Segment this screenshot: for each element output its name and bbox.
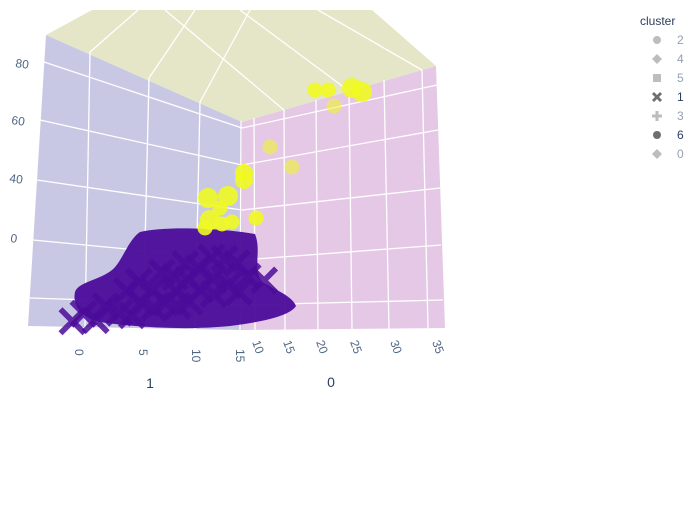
y-tick-label: 15 xyxy=(280,338,298,356)
point-cluster-1[interactable] xyxy=(250,266,279,295)
y-tick-label: 10 xyxy=(249,338,267,356)
point-cluster-1[interactable] xyxy=(163,291,192,320)
point-cluster-1[interactable] xyxy=(58,307,87,336)
point-cluster-1[interactable] xyxy=(147,258,176,287)
point-cluster-1[interactable] xyxy=(199,280,228,309)
x-tick-label: 15 xyxy=(233,349,247,363)
legend-label: 3 xyxy=(677,109,684,123)
grid-ceiling-4 xyxy=(164,9,285,111)
z-tick-label: 60 xyxy=(11,113,26,129)
x-axis-title: 1 xyxy=(146,375,154,391)
point-cluster-6[interactable] xyxy=(352,82,372,102)
right-wall xyxy=(242,66,445,330)
grid-ceiling-2 xyxy=(148,9,196,79)
grid-y-35 xyxy=(421,69,429,329)
grid-y-30 xyxy=(383,79,390,330)
point-cluster-6[interactable] xyxy=(262,139,278,155)
grid-ceiling-3 xyxy=(199,9,251,103)
grid-ceiling-1 xyxy=(89,9,139,53)
y-tick-label: 30 xyxy=(387,338,405,356)
point-cluster-6[interactable] xyxy=(235,171,253,189)
legend-label: 6 xyxy=(677,128,684,142)
legend-label: 4 xyxy=(677,52,684,66)
legend-item-1[interactable]: 1 xyxy=(652,90,684,104)
point-cluster-6[interactable] xyxy=(212,200,228,216)
point-cluster-6[interactable] xyxy=(224,214,240,230)
legend-item-5[interactable]: 5 xyxy=(653,71,684,85)
grid-z-right-60 xyxy=(241,129,439,166)
x-tick-label: 10 xyxy=(189,349,203,363)
legend-label: 5 xyxy=(677,71,684,85)
point-cluster-1[interactable] xyxy=(224,277,253,306)
grid-z-left-60 xyxy=(39,119,243,166)
z-tick-label: 40 xyxy=(9,171,24,187)
z-tick-label: 80 xyxy=(15,56,30,72)
data-marks xyxy=(58,78,372,336)
legend-title: cluster xyxy=(640,14,675,28)
y-tick-label: 20 xyxy=(313,338,331,356)
ceiling xyxy=(46,10,436,122)
point-cluster-6[interactable] xyxy=(197,220,213,236)
legend-item-4[interactable]: 4 xyxy=(652,52,684,66)
x-tick-label: 5 xyxy=(136,349,150,356)
legend[interactable]: cluster 2 4 5 1 3 6 0 xyxy=(640,14,684,161)
grid-ceiling-6 xyxy=(317,9,423,71)
grid-ceiling-5 xyxy=(239,9,350,92)
point-cluster-1[interactable] xyxy=(117,301,146,330)
grid-x-0 xyxy=(84,51,91,328)
point-cluster-6[interactable] xyxy=(326,98,342,114)
legend-label: 1 xyxy=(677,90,684,104)
point-cluster-1[interactable] xyxy=(81,306,110,335)
legend-item-0[interactable]: 0 xyxy=(652,147,684,161)
grid-z-right-0 xyxy=(241,244,442,261)
point-cluster-6[interactable] xyxy=(307,82,323,98)
z-tick-label: 0 xyxy=(10,231,19,246)
grid-y-15 xyxy=(283,109,286,331)
grid-z-left-80 xyxy=(43,61,243,129)
y-tick-label: 25 xyxy=(347,338,365,356)
point-cluster-6[interactable] xyxy=(248,210,264,226)
point-cluster-6[interactable] xyxy=(284,159,300,175)
point-cluster-6[interactable] xyxy=(218,186,238,206)
point-cluster-6[interactable] xyxy=(198,188,218,208)
legend-item-6[interactable]: 6 xyxy=(653,128,684,142)
y-tick-label: 35 xyxy=(429,338,447,356)
grid-y-25 xyxy=(348,90,353,330)
scene-walls xyxy=(28,10,445,330)
y-axis-title: 0 xyxy=(327,374,335,390)
legend-label: 2 xyxy=(677,33,684,47)
legend-label: 0 xyxy=(677,147,684,161)
legend-item-3[interactable]: 3 xyxy=(652,109,684,123)
x-tick-label: 0 xyxy=(72,349,86,356)
grid-y-20 xyxy=(315,99,319,331)
legend-item-2[interactable]: 2 xyxy=(653,33,684,47)
grid-z-right-40 xyxy=(241,187,441,211)
point-cluster-6[interactable] xyxy=(320,82,336,98)
point-cluster-1[interactable] xyxy=(139,294,168,322)
